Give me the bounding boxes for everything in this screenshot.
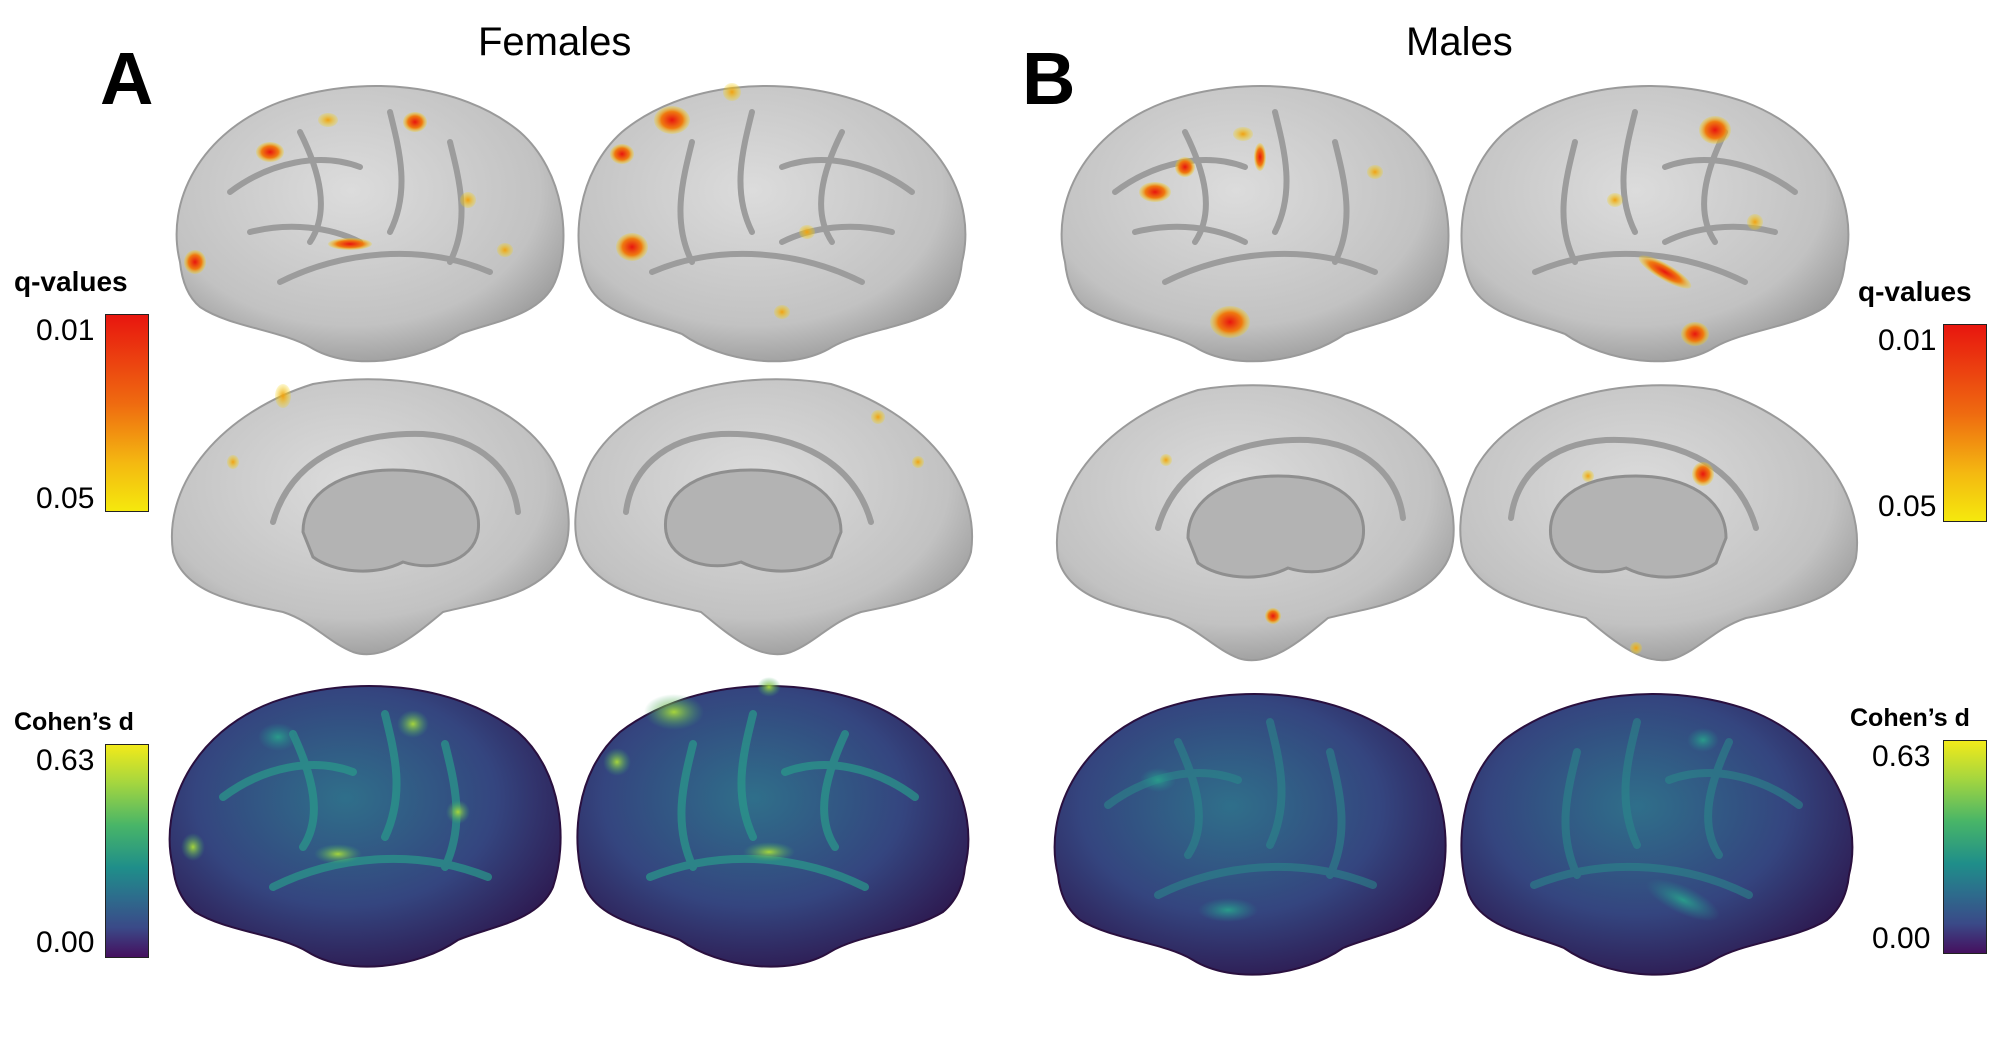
male-right-effect-size-brain [1460, 693, 1854, 976]
cohens-d-legend-title-left: Cohen’s d [14, 708, 134, 736]
cohens-d-tick-bottom-left: 0.00 [36, 926, 95, 959]
q-values-legend-title-right: q-values [1858, 276, 1972, 307]
panel-letter-b: B [1022, 37, 1076, 120]
male-left-medial-brain [1055, 384, 1455, 662]
cohens-d-tick-top-right: 0.63 [1872, 740, 1931, 773]
group-title-females: Females [478, 20, 632, 64]
cohens-d-tick-bottom-right: 0.00 [1872, 922, 1931, 955]
cohens-d-colorbar-right [1943, 740, 1987, 954]
female-left-medial-brain [170, 378, 570, 656]
cohens-d-legend-title-right: Cohen’s d [1850, 704, 1970, 732]
male-right-lateral-brain [1460, 85, 1850, 363]
q-values-tick-top-right: 0.01 [1878, 324, 1937, 357]
q-values-tick-top-left: 0.01 [36, 314, 95, 347]
q-values-colorbar-left [105, 314, 149, 512]
female-left-lateral-brain [175, 85, 565, 363]
female-right-medial-brain [574, 378, 974, 656]
q-values-colorbar-right [1943, 324, 1987, 522]
q-values-legend-title-left: q-values [14, 266, 128, 297]
female-right-lateral-brain [577, 83, 967, 363]
male-left-lateral-brain [1060, 85, 1450, 363]
group-title-males: Males [1406, 20, 1513, 64]
male-right-medial-brain [1459, 384, 1859, 662]
cohens-d-tick-top-left: 0.63 [36, 744, 95, 777]
q-values-tick-bottom-right: 0.05 [1878, 490, 1937, 523]
female-right-effect-size-brain [576, 677, 970, 968]
panel-letter-a: A [100, 37, 154, 120]
q-values-tick-bottom-left: 0.05 [36, 482, 95, 515]
female-left-effect-size-brain [168, 685, 562, 968]
male-left-effect-size-brain [1053, 693, 1447, 976]
cohens-d-colorbar-left [105, 744, 149, 958]
